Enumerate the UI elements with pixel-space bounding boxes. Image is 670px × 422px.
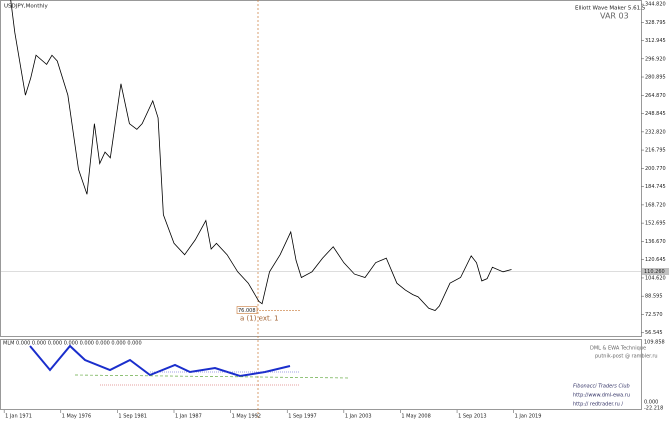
x-tick-label: 1 Jan 1987 xyxy=(175,414,202,420)
trend-line xyxy=(74,374,351,379)
indicator: MLM 0.000 0.000 0.000 0.000 0.000 0.000 … xyxy=(3,340,665,412)
y-tick-label: 312.945 xyxy=(645,38,666,44)
y-tick-label: 328.795 xyxy=(645,20,666,26)
y-tick-label: 168.720 xyxy=(645,202,666,208)
y-tick-label: 200.770 xyxy=(645,166,666,172)
y-tick-label: 216.795 xyxy=(645,148,666,154)
indicator-scale: -22.218 xyxy=(644,406,663,412)
y-tick-label: 72.570 xyxy=(645,312,663,318)
x-tick-label: 1 Sep 1997 xyxy=(288,414,317,420)
y-tick-label: 184.745 xyxy=(645,184,666,190)
symbol-title: USDJPY,Monthly xyxy=(4,4,48,10)
x-tick-label: 1 Sep 2013 xyxy=(458,414,487,420)
credit: http:// redtrader.ru / xyxy=(573,402,623,408)
x-tick-label: 1 Jan 2003 xyxy=(345,414,372,420)
credit: DML & EWA Technique xyxy=(590,346,646,352)
y-tick-label: 120.645 xyxy=(645,257,666,263)
wave-zigzag xyxy=(29,344,291,378)
y-tick-label: 104.620 xyxy=(645,275,666,281)
credit: Fibonacci Traders Club xyxy=(573,384,630,390)
x-tick-label: 1 May 2008 xyxy=(401,414,430,420)
low-box xyxy=(236,306,258,314)
price-line-series xyxy=(10,0,512,312)
y-tick-label: 136.670 xyxy=(645,239,666,245)
credit: putnik-post @ rambler.ru xyxy=(595,354,658,360)
wave-annotation: a (1) ext. 1 xyxy=(240,315,279,323)
price-label: 110.260 xyxy=(644,269,665,275)
y-tick-label: 88.595 xyxy=(645,294,663,300)
x-tick-label: 1 May 1976 xyxy=(62,414,91,420)
indicator-scale: 0.000 xyxy=(644,400,658,406)
y-tick-label: 56.545 xyxy=(645,330,663,336)
x-tick-label: 1 May 1992 xyxy=(232,414,261,420)
x-tick-label: 1 Jan 1971 xyxy=(5,414,32,420)
credit: http://www.dml-ewa.ru xyxy=(573,393,630,399)
y-tick-label: 296.920 xyxy=(645,56,666,62)
variant: VAR 03 xyxy=(600,12,629,21)
x-tick-label: 1 Jan 2019 xyxy=(515,414,542,420)
indicator-name: MLM 0.000 0.000 0.000 0.000 0.000 0.000 … xyxy=(3,341,142,347)
y-tick-label: 280.895 xyxy=(645,75,666,81)
y-tick-label: 248.845 xyxy=(645,111,666,117)
indicator-scale: 109.858 xyxy=(644,340,665,346)
low-label: 76.008 xyxy=(238,308,256,314)
y-tick-label: 232.820 xyxy=(645,129,666,135)
y-tick-label: 152.695 xyxy=(645,221,666,227)
price-box xyxy=(642,268,669,276)
x-tick-label: 1 Sep 1981 xyxy=(118,414,147,420)
y-tick-label: 264.870 xyxy=(645,93,666,99)
ewm-version: Elliott Wave Maker 5.61.5 xyxy=(575,6,646,12)
indicator-frame xyxy=(0,339,642,410)
y-tick-label: 344.820 xyxy=(645,2,666,8)
